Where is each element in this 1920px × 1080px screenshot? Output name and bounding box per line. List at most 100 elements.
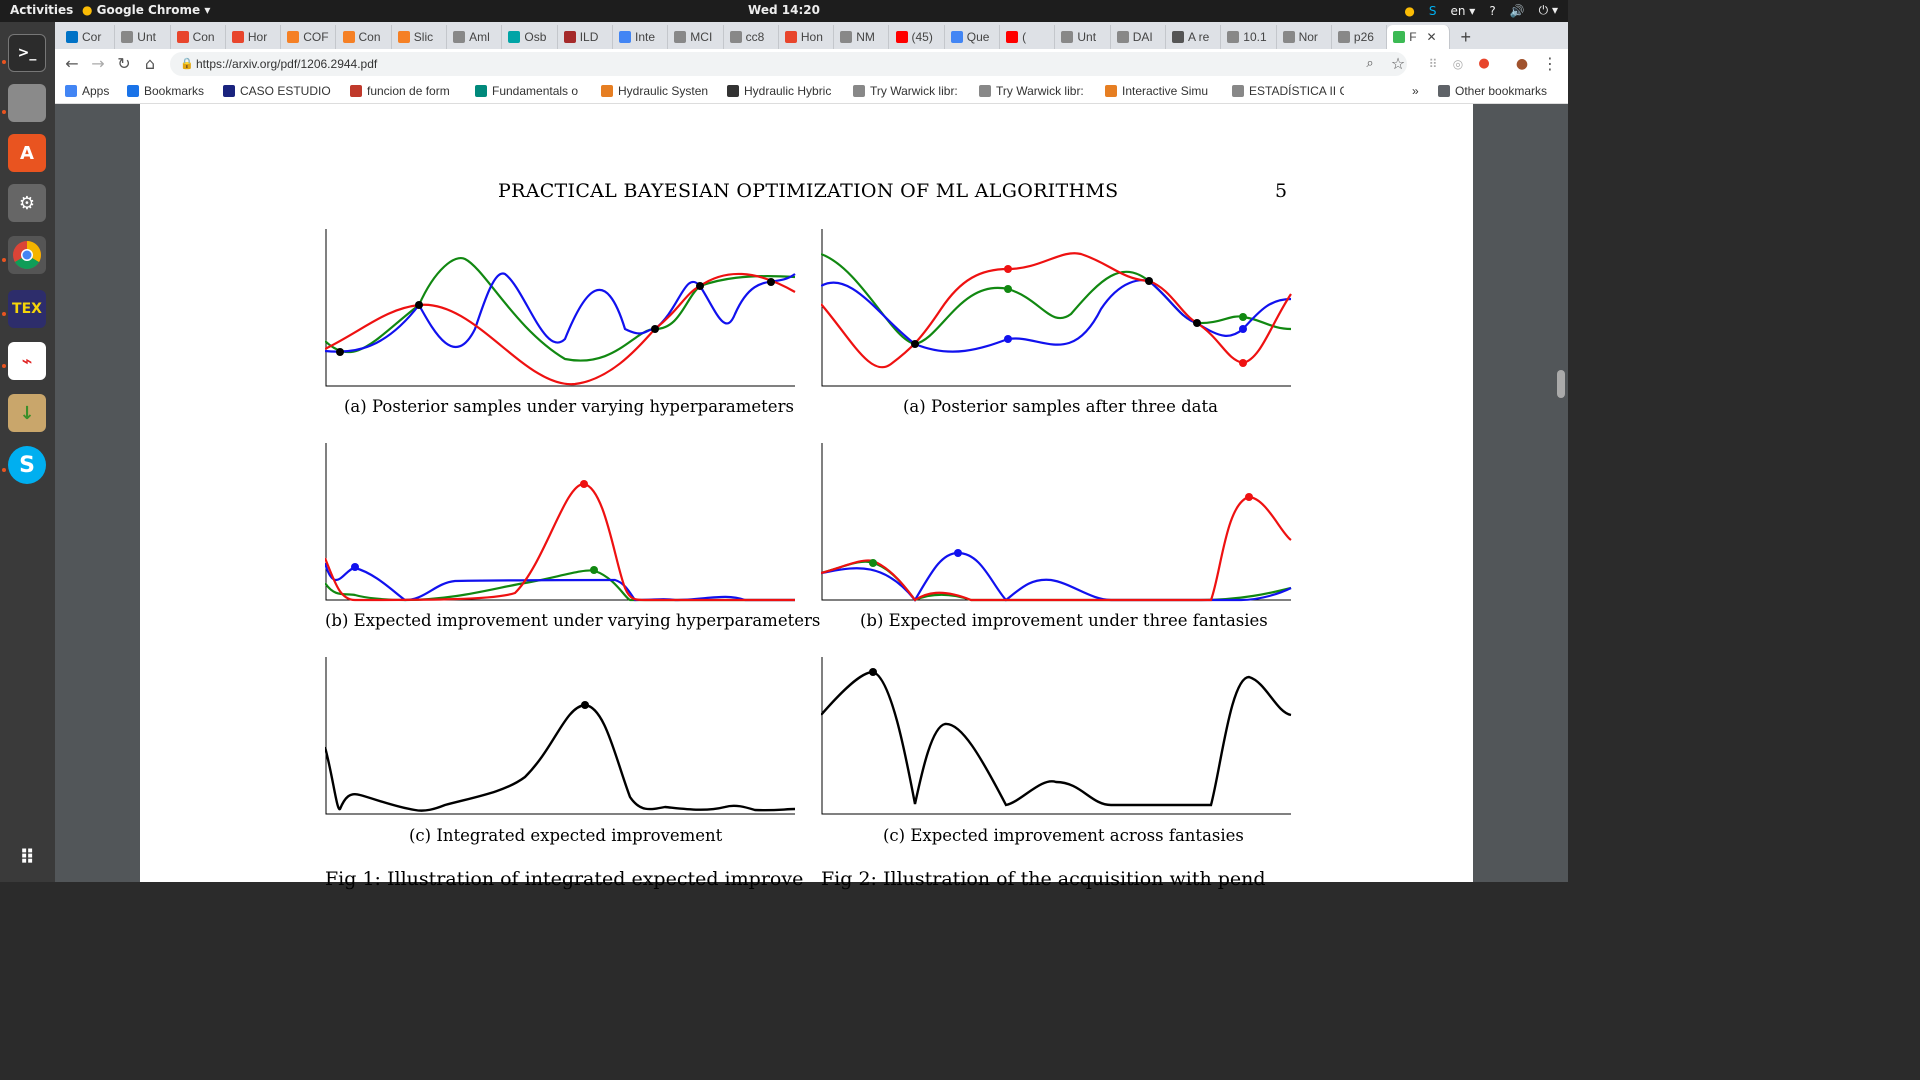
other-bookmarks-folder[interactable]: Other bookmarks bbox=[1438, 84, 1547, 98]
browser-tab[interactable]: Hon bbox=[779, 25, 835, 49]
help-icon[interactable]: ? bbox=[1489, 3, 1496, 18]
running-head: PRACTICAL BAYESIAN OPTIMIZATION OF ML AL… bbox=[498, 180, 1119, 202]
running-indicator bbox=[2, 60, 6, 64]
bookmark-label: Interactive Simu bbox=[1122, 84, 1209, 98]
bookmark-star-icon[interactable]: ☆ bbox=[1390, 54, 1406, 73]
caption-r1: (a) Posterior samples after three data bbox=[903, 397, 1218, 416]
observation-point bbox=[1193, 319, 1201, 327]
running-indicator bbox=[2, 110, 6, 114]
skype-tray-icon[interactable]: S bbox=[1428, 3, 1437, 18]
bookmark-item[interactable]: Try Warwick libr: bbox=[979, 84, 1084, 98]
browser-tab[interactable]: (45) bbox=[890, 25, 945, 49]
home-button[interactable]: ⌂ bbox=[144, 54, 156, 73]
browser-tab[interactable]: p26 bbox=[1332, 25, 1388, 49]
browser-tab[interactable]: Aml bbox=[447, 25, 503, 49]
tab-label: ( bbox=[1022, 30, 1027, 44]
tab-label: COF bbox=[303, 30, 329, 44]
browser-tab[interactable]: Inte bbox=[613, 25, 669, 49]
browser-tab[interactable]: Osb bbox=[502, 25, 558, 49]
page-number: 5 bbox=[1275, 180, 1288, 202]
reload-button[interactable]: ↻ bbox=[117, 54, 131, 73]
browser-tab[interactable]: cc8 bbox=[724, 25, 779, 49]
browser-tab[interactable]: COF bbox=[281, 25, 337, 49]
browser-tab[interactable]: Con bbox=[171, 25, 226, 49]
bookmark-item[interactable]: Bookmarks bbox=[127, 84, 204, 98]
extension-icon[interactable]: ● bbox=[1478, 56, 1490, 71]
tab-favicon-icon bbox=[1172, 31, 1184, 43]
browser-tab[interactable]: MCI bbox=[668, 25, 724, 49]
browser-tab[interactable]: Unt bbox=[115, 25, 171, 49]
pdf-viewer[interactable]: PRACTICAL BAYESIAN OPTIMIZATION OF ML AL… bbox=[55, 104, 1568, 890]
red-ei-curve bbox=[325, 482, 795, 602]
browser-tab[interactable]: Cor bbox=[60, 25, 116, 49]
new-tab-button[interactable]: + bbox=[1460, 26, 1472, 47]
settings-icon[interactable]: ⚙ bbox=[8, 184, 46, 222]
browser-tab[interactable]: 10.1 bbox=[1221, 25, 1277, 49]
extension-icon[interactable]: ◎ bbox=[1452, 57, 1464, 71]
browser-tab[interactable]: Con bbox=[337, 25, 392, 49]
volume-icon[interactable]: 🔊 bbox=[1509, 3, 1525, 18]
plot-ei-three-fantasies bbox=[821, 443, 1292, 602]
bookmark-item[interactable]: Fundamentals o bbox=[475, 84, 578, 98]
observation-point bbox=[415, 301, 423, 309]
files-icon[interactable] bbox=[8, 84, 46, 122]
browser-tab[interactable]: DAI bbox=[1111, 25, 1166, 49]
browser-tab[interactable]: NM bbox=[834, 25, 890, 49]
browser-tab[interactable]: Unt bbox=[1055, 25, 1111, 49]
bookmark-item[interactable]: ESTADÍSTICA II C bbox=[1232, 84, 1344, 98]
forward-button[interactable]: → bbox=[91, 54, 105, 73]
pdf-reader-icon[interactable]: ⌁ bbox=[8, 342, 46, 380]
bookmark-item[interactable]: Hydraulic Hybric bbox=[727, 84, 831, 98]
blue-sample-curve bbox=[821, 279, 1292, 353]
keyboard-lang[interactable]: en ▾ bbox=[1450, 3, 1476, 18]
caption-l1: (a) Posterior samples under varying hype… bbox=[344, 397, 794, 416]
bookmark-label: Hydraulic Systen bbox=[618, 84, 709, 98]
bookmark-item[interactable]: funcion de form bbox=[350, 84, 450, 98]
browser-tab[interactable]: Nor bbox=[1277, 25, 1332, 49]
software-center-icon[interactable]: A bbox=[8, 134, 46, 172]
chrome-tray-icon[interactable]: ● bbox=[1404, 3, 1415, 18]
menu-icon[interactable]: ⋮ bbox=[1542, 54, 1558, 73]
running-indicator bbox=[2, 312, 6, 316]
browser-tab[interactable]: ILD bbox=[558, 25, 613, 49]
browser-tab[interactable]: Que bbox=[945, 25, 1001, 49]
ei-max-point-blue bbox=[954, 549, 962, 557]
browser-tab[interactable]: F ✕ bbox=[1387, 25, 1451, 49]
terminal-icon[interactable]: >_ bbox=[8, 34, 46, 72]
system-tray[interactable]: ● S en ▾ ? 🔊 ⏻ ▾ bbox=[1404, 3, 1558, 18]
bookmark-label: Hydraulic Hybric bbox=[744, 84, 832, 98]
zoom-icon[interactable]: ⌕ bbox=[1366, 56, 1374, 71]
close-tab-icon[interactable]: ✕ bbox=[1426, 30, 1437, 44]
more-bookmarks-button[interactable]: » bbox=[1412, 84, 1419, 98]
app-grid-icon[interactable]: ⠿ bbox=[19, 845, 35, 869]
vertical-scrollbar[interactable] bbox=[1557, 370, 1565, 398]
bookmark-item[interactable]: CASO ESTUDIO I bbox=[223, 84, 335, 98]
browser-tab[interactable]: ( bbox=[1000, 25, 1056, 49]
browser-tab[interactable]: Slic bbox=[392, 25, 448, 49]
chrome-icon[interactable] bbox=[8, 236, 46, 274]
bookmark-item[interactable]: Interactive Simu bbox=[1105, 84, 1208, 98]
activities-button[interactable]: Activities bbox=[10, 3, 74, 17]
back-button[interactable]: ← bbox=[65, 54, 79, 73]
ei-max-point-red bbox=[1245, 493, 1253, 501]
tab-label: DAI bbox=[1132, 30, 1153, 44]
chrome-icon: ● bbox=[82, 3, 93, 17]
browser-tab[interactable]: A re bbox=[1166, 25, 1222, 49]
bookmark-item[interactable]: Hydraulic Systen bbox=[601, 84, 708, 98]
texmaker-icon[interactable]: TEX bbox=[8, 290, 46, 328]
clock[interactable]: Wed 14:20 bbox=[748, 3, 820, 17]
power-icon[interactable]: ⏻ ▾ bbox=[1538, 3, 1558, 17]
integrated-ei-max-point bbox=[581, 701, 589, 709]
profile-avatar[interactable]: ● bbox=[1515, 56, 1529, 72]
browser-tab[interactable]: Hor bbox=[226, 25, 282, 49]
blue-ei-curve bbox=[325, 562, 795, 602]
app-menu[interactable]: ● Google Chrome ▾ bbox=[82, 3, 211, 17]
browser-window: Cor Unt Con Hor COF Con Slic Aml Osb ILD Inte MCI cc… bbox=[55, 22, 1568, 104]
address-bar[interactable]: 🔒 https://arxiv.org/pdf/1206.2944.pdf bbox=[170, 52, 1407, 76]
red-ei-curve bbox=[821, 495, 1292, 602]
bookmark-item[interactable]: Apps bbox=[65, 84, 109, 98]
skype-icon[interactable]: S bbox=[8, 446, 46, 484]
extension-icon[interactable]: ⠿ bbox=[1428, 57, 1438, 71]
archive-icon[interactable]: ↓ bbox=[8, 394, 46, 432]
bookmark-item[interactable]: Try Warwick libr: bbox=[853, 84, 958, 98]
